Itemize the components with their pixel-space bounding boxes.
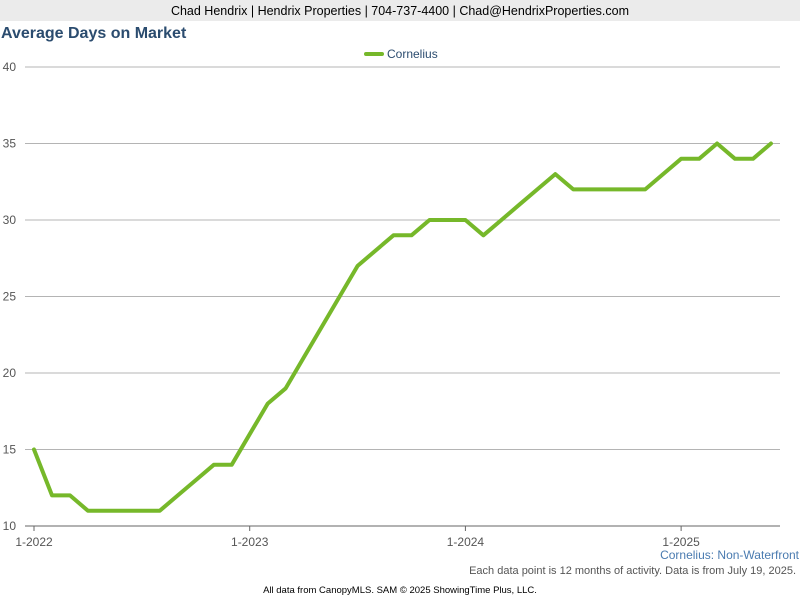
- y-tick-label: 20: [3, 366, 17, 380]
- gridlines: [25, 66, 780, 450]
- x-tick-label: 1-2023: [231, 535, 269, 549]
- y-tick-label: 15: [3, 443, 17, 457]
- x-tick-label: 1-2024: [447, 535, 485, 549]
- footnote: Each data point is 12 months of activity…: [469, 565, 796, 577]
- contact-header: Chad Hendrix | Hendrix Properties | 704-…: [0, 0, 800, 21]
- y-tick-label: 35: [3, 137, 17, 151]
- y-tick-label: 30: [3, 213, 17, 227]
- y-tick-label: 10: [3, 519, 17, 533]
- series-layer: [32, 141, 773, 513]
- axes: 10 15 20 25 30 35 40 1-2022 1-2023 1-2024 1-2025: [3, 60, 780, 549]
- x-tick-label: 1-2022: [15, 535, 53, 549]
- series-line-cornelius: [32, 141, 773, 513]
- legend: Cornelius: [364, 47, 438, 61]
- x-tick-label: 1-2025: [662, 535, 700, 549]
- y-tick-label: 40: [3, 60, 17, 74]
- legend-label: Cornelius: [387, 47, 438, 61]
- y-tick-label: 25: [3, 290, 17, 304]
- data-source: All data from CanopyMLS. SAM © 2025 Show…: [263, 585, 537, 596]
- chart-title: Average Days on Market: [1, 25, 187, 42]
- region-label: Cornelius: Non-Waterfront: [660, 548, 799, 562]
